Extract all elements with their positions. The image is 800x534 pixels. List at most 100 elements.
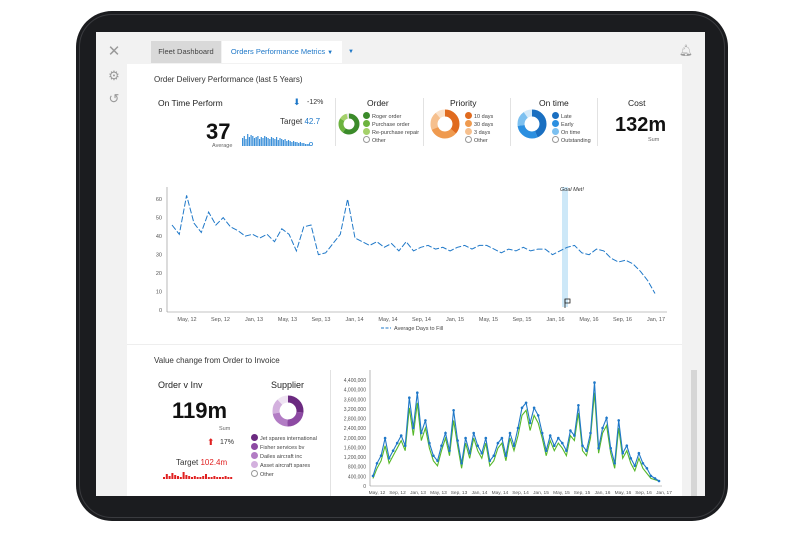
x-tick-label: Jan, 17 [647,317,665,323]
legend-label: Other [372,138,386,144]
data-point [585,449,588,452]
x-tick-label: Sep, 16 [613,317,632,323]
data-point [383,436,387,440]
order-inv-value: 119m [172,398,228,423]
spark-bar [207,477,210,479]
data-point [557,436,560,440]
spark-bar [202,476,205,479]
spark-bar [287,140,290,146]
tab-menu-chevron-icon[interactable]: ▼ [348,49,354,55]
section-title-delivery: Order Delivery Performance (last 5 Years… [154,75,303,84]
legend-label: Outstanding [561,138,591,144]
target-label: Target [280,117,303,126]
legend-item[interactable]: Jet spares international [251,434,317,442]
spark-bar [242,138,244,146]
close-icon[interactable]: ✕ [107,43,121,60]
x-tick-label: Jan, 16 [595,490,611,496]
legend-item[interactable]: Re-purchase repair [363,128,419,136]
spark-bar [272,138,274,146]
data-point [444,431,447,435]
legend-item[interactable]: 10 days [465,112,493,120]
legend-item[interactable]: Roger order [363,112,401,120]
spark-bar [179,477,182,479]
ontime-sparkline [242,134,314,146]
x-tick-label: Jan, 13 [410,490,426,496]
legend-swatch [552,112,559,119]
spark-bar [250,135,252,146]
legend-item[interactable]: Asset aircraft spares [251,461,310,469]
legend-swatch [552,136,559,143]
y-tick-label: 400,000 [348,474,366,480]
spark-bar [257,136,259,146]
legend-item[interactable]: Early [552,120,574,128]
arrow-down-icon: ⬇ [293,97,301,107]
tab-fleet-dashboard[interactable]: Fleet Dashboard [151,41,221,63]
x-tick-label: Jan, 15 [533,490,549,496]
divider [335,98,336,146]
gear-icon[interactable]: ⚙ [108,68,120,83]
legend-item[interactable]: Late [552,112,572,120]
tab-orders-performance[interactable]: Orders Performance Metrics ▼ [222,41,342,63]
legend-item[interactable]: 3 days [465,128,490,136]
dashboard-content: Order Delivery Performance (last 5 Years… [127,64,697,496]
spark-bar [177,476,179,479]
y-tick-label: 20 [156,271,162,277]
legend-label: Dailes aircraft inc [260,454,303,460]
data-point [528,421,532,425]
data-point [512,444,516,447]
legend-item[interactable]: 30 days [465,120,493,128]
y-tick-label: 0 [159,308,162,314]
legend-item[interactable]: Outstanding [552,136,591,144]
spark-bar [282,140,284,146]
legend-item[interactable]: Other [465,136,488,144]
chart-scrollbar[interactable] [691,370,697,496]
legend-item[interactable]: Other [251,470,274,478]
spark-bar [301,143,303,146]
y-tick-label: 2,800,000 [344,417,366,423]
legend-item[interactable]: Other [363,136,386,144]
x-tick-label: May, 12 [177,317,196,323]
spark-bar [259,139,261,146]
section-divider [127,344,682,345]
cost-value: 132m [615,114,667,136]
legend-swatch [251,452,258,459]
spark-bar [303,143,305,146]
x-tick-label: Jan, 16 [546,317,564,323]
legend-item[interactable]: Fisher services bv [251,443,304,451]
data-point [625,444,629,447]
legend-item[interactable]: Purchase order [363,120,410,128]
spark-bar [289,141,291,146]
data-point [601,426,604,430]
spark-bar [293,141,295,146]
ontime-donut [517,109,547,139]
x-tick-label: May, 16 [615,490,632,496]
legend-item[interactable]: On time [552,128,580,136]
spark-bar [230,477,233,479]
data-point [657,479,661,483]
data-point [613,462,616,465]
history-icon[interactable]: ↺ [108,91,120,106]
spark-bar [308,144,310,146]
data-point [524,401,528,405]
spark-bar [185,475,188,479]
x-tick-label: May, 12 [369,490,386,496]
spark-bar [267,138,269,146]
y-tick-label: 4,400,000 [344,378,366,384]
data-point [500,436,504,440]
legend-item[interactable]: Dailes aircraft inc [251,452,302,460]
data-point [569,429,572,432]
data-point [508,431,512,435]
spark-bar [284,139,286,146]
spark-bar [296,142,298,146]
data-point [548,434,552,437]
x-tick-label: Jan, 14 [472,490,488,496]
spark-bar [262,138,264,146]
spark-bar [269,139,271,146]
cost-sub: Sum [648,137,660,143]
y-tick-label: 3,600,000 [344,397,366,403]
bell-icon[interactable]: 🔔︎ [679,45,693,57]
spark-bar [191,477,193,479]
data-point [472,431,475,435]
ontime-perform-title: On Time Perform [158,98,223,108]
ontime-target: Target 42.7 [280,117,320,126]
